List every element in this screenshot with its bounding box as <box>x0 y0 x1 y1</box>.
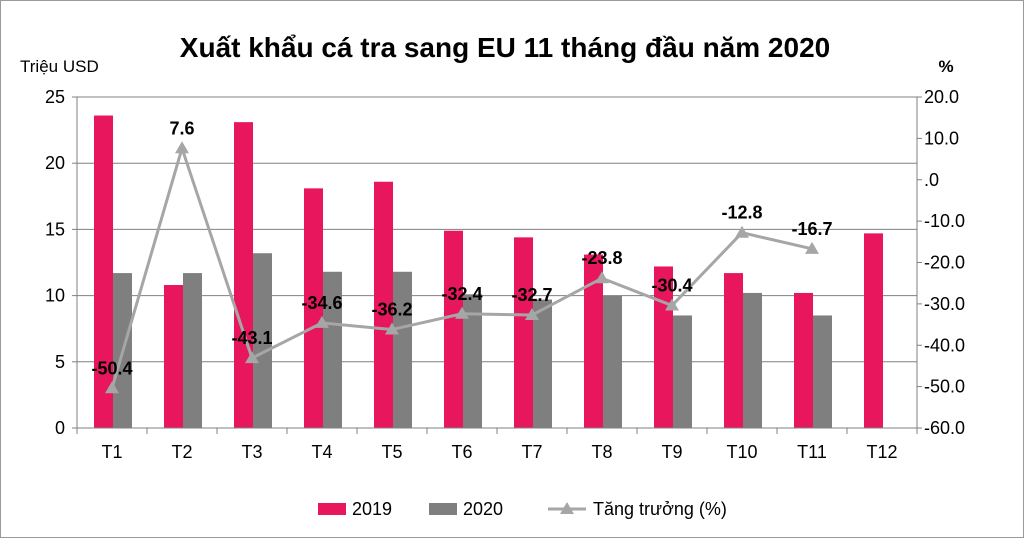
bar-2020 <box>393 271 412 428</box>
bar-2019 <box>584 254 603 428</box>
growth-line-series <box>105 141 819 394</box>
legend-swatch-2019 <box>318 503 346 515</box>
growth-data-label: -34.6 <box>301 293 342 313</box>
x-tick-label: T8 <box>591 442 612 462</box>
y-right-tick-label: -20.0 <box>924 253 965 273</box>
legend: 2019 2020 Tăng trưởng (%) <box>318 499 727 519</box>
legend-swatch-2020 <box>429 503 457 515</box>
growth-data-label: -36.2 <box>371 300 412 320</box>
chart-title: Xuất khẩu cá tra sang EU 11 tháng đầu nă… <box>180 32 830 63</box>
y-right-tick-label: -50.0 <box>924 377 965 397</box>
legend-label-2019: 2019 <box>352 499 392 519</box>
bar-2020 <box>813 315 832 428</box>
growth-point <box>665 298 679 311</box>
x-tick-label: T11 <box>797 442 827 462</box>
growth-data-label: -30.4 <box>651 276 692 296</box>
x-tick-label: T6 <box>451 442 472 462</box>
bar-2020 <box>323 271 342 428</box>
x-tick-label: T3 <box>241 442 262 462</box>
bar-2020 <box>603 295 622 428</box>
growth-point <box>805 241 819 254</box>
y-right-tick-label: -30.0 <box>924 294 965 314</box>
x-tick-label: T4 <box>311 442 332 462</box>
growth-point <box>595 271 609 284</box>
x-tick-label: T12 <box>866 442 897 462</box>
bar-series <box>94 115 883 428</box>
bar-2020 <box>743 292 762 428</box>
y-axis-left-label: Triệu USD <box>20 57 99 76</box>
growth-point <box>525 308 539 321</box>
bar-2019 <box>164 285 183 428</box>
bar-2020 <box>673 315 692 428</box>
bar-2019 <box>794 292 813 428</box>
data-labels: -50.4 7.6 -43.1 -34.6 -36.2 -32.4 -32.7 -23.8 -3… <box>91 118 832 378</box>
growth-data-label: -32.4 <box>441 284 482 304</box>
growth-point <box>385 322 399 335</box>
y-right-tick-label: -10.0 <box>924 211 965 231</box>
x-tick-label: T1 <box>101 442 122 462</box>
legend-label-growth: Tăng trưởng (%) <box>593 499 727 519</box>
axes <box>72 96 922 434</box>
x-tick-label: T7 <box>521 442 542 462</box>
growth-data-label: -43.1 <box>231 328 272 348</box>
bar-2019 <box>724 273 743 428</box>
y-left-tick-label: 10 <box>45 286 65 306</box>
y-left-tick-label: 5 <box>55 352 65 372</box>
bar-2020 <box>463 294 482 428</box>
y-right-tick-label: .0 <box>924 170 939 190</box>
growth-data-label: -23.8 <box>581 248 622 268</box>
bar-2020 <box>183 273 202 428</box>
growth-data-label: 7.6 <box>169 118 194 138</box>
growth-data-label: -50.4 <box>91 358 132 378</box>
y-left-tick-label: 25 <box>45 87 65 107</box>
legend-marker-growth <box>560 502 574 514</box>
y-right-tick-label: -60.0 <box>924 418 965 438</box>
growth-data-label: -12.8 <box>721 203 762 223</box>
bar-2020 <box>253 253 272 428</box>
growth-point <box>455 306 469 319</box>
tick-labels: 0 5 10 15 20 25 -60.0 -50.0 -40.0 -30.0 -20.0 -10.0… <box>45 87 965 462</box>
bar-2019 <box>374 181 393 428</box>
grid-lines <box>77 96 917 363</box>
x-tick-label: T5 <box>381 442 402 462</box>
y-right-tick-label: 10.0 <box>924 128 959 148</box>
y-left-tick-label: 0 <box>55 418 65 438</box>
y-left-tick-label: 15 <box>45 219 65 239</box>
bar-2019 <box>304 188 323 428</box>
y-right-tick-label: 20.0 <box>924 87 959 107</box>
x-tick-label: T10 <box>726 442 757 462</box>
growth-point <box>175 141 189 154</box>
growth-point <box>315 315 329 328</box>
growth-point <box>105 381 119 394</box>
bar-2019 <box>864 233 883 428</box>
growth-point <box>245 351 259 364</box>
bar-2019 <box>514 237 533 428</box>
bar-2019 <box>94 115 113 428</box>
growth-data-label: -32.7 <box>511 285 552 305</box>
x-tick-label: T2 <box>171 442 192 462</box>
growth-data-label: -16.7 <box>791 219 832 239</box>
x-tick-label: T9 <box>661 442 682 462</box>
y-axis-right-label: % <box>938 57 953 76</box>
legend-label-2020: 2020 <box>463 499 503 519</box>
y-right-tick-label: -40.0 <box>924 335 965 355</box>
bar-2019 <box>444 230 463 428</box>
growth-point <box>735 225 749 238</box>
bar-2020 <box>533 299 552 428</box>
bar-2019 <box>234 122 253 428</box>
y-left-tick-label: 20 <box>45 153 65 173</box>
